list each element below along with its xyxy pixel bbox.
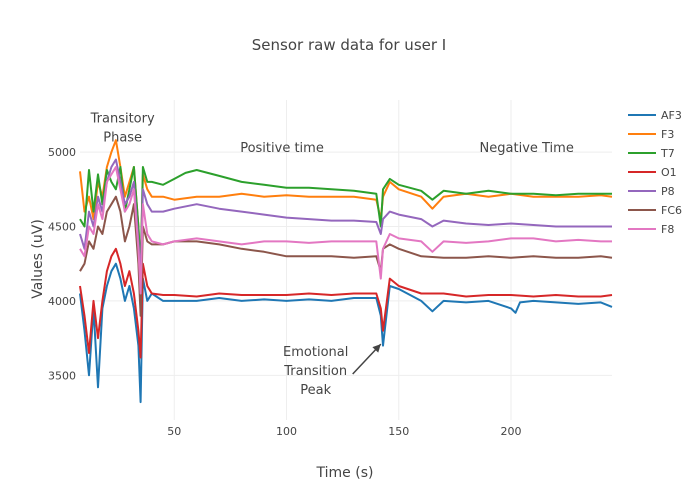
annotation-arrowhead	[372, 344, 381, 353]
legend: AF3 F3 T7 O1 P8 FC6 F8	[628, 109, 682, 236]
x-axis-title: Time (s)	[316, 465, 374, 481]
x-tick-label: 50	[167, 425, 181, 438]
y-tick-label: 4000	[48, 295, 76, 308]
y-tick-label: 4500	[48, 221, 76, 234]
legend-label: O1	[661, 166, 677, 179]
annotation-text: Negative Time	[480, 141, 574, 156]
y-tick-label: 5000	[48, 146, 76, 159]
series-line-o1	[79, 247, 613, 359]
annotation-text: Transitory	[90, 111, 155, 126]
series-line-af3	[79, 262, 613, 404]
series-line-f3	[79, 139, 613, 273]
series-lines	[79, 139, 613, 404]
annotation-text: Phase	[103, 130, 142, 145]
legend-label: T7	[660, 147, 675, 160]
x-tick-label: 200	[500, 425, 521, 438]
legend-label: AF3	[661, 109, 682, 122]
axis-ticks: 50 100 150 200 3500 4000 4500 5000	[48, 146, 521, 438]
x-tick-label: 150	[388, 425, 409, 438]
annotation-text: Emotional	[283, 345, 348, 360]
y-tick-label: 3500	[48, 369, 76, 382]
annotation-text: Peak	[300, 383, 331, 398]
series-line-f8	[79, 166, 612, 295]
series-line-t7	[79, 166, 612, 273]
legend-label: FC6	[661, 204, 682, 217]
series-line-fc6	[79, 195, 613, 317]
y-axis-title: Values (uV)	[30, 219, 46, 299]
legend-label: P8	[661, 185, 675, 198]
legend-label: F8	[661, 223, 674, 236]
series-line-p8	[79, 158, 612, 280]
annotation-text: Positive time	[240, 141, 324, 156]
annotation-text: Transition	[283, 364, 347, 379]
legend-label: F3	[661, 128, 674, 141]
annotations: Transitory Phase Positive time Negative Tim…	[90, 111, 574, 398]
x-tick-label: 100	[276, 425, 297, 438]
chart-title: Sensor raw data for user I	[252, 36, 446, 54]
